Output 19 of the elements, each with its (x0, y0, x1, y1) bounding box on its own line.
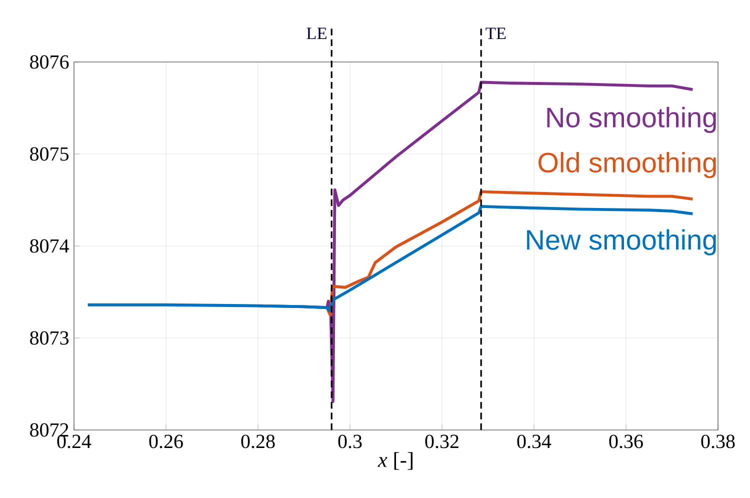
x-tick-label: 0.32 (425, 434, 458, 448)
x-tick-label: 0.24 (57, 434, 92, 448)
x-tick-label: 0.36 (609, 434, 643, 448)
ref-line-label: TE (486, 28, 506, 40)
series-label: Old smoothing (538, 152, 716, 178)
series-label: No smoothing (547, 106, 716, 134)
series-label: New smoothing (527, 229, 716, 256)
y-tick-label: 8074 (30, 239, 69, 253)
y-tick-label: 8076 (30, 55, 69, 69)
x-tick-label: 0.28 (241, 434, 275, 448)
ref-line-label: LE (306, 28, 326, 40)
y-tick-label: 8075 (30, 147, 69, 161)
x-tick-label: 0.3 (338, 434, 362, 448)
x-axis-title: x [-] (378, 452, 412, 470)
y-tick-label: 8072 (30, 423, 68, 437)
y-tick-label: 8073 (30, 331, 69, 345)
x-tick-label: 0.38 (701, 434, 735, 448)
x-tick-label: 0.26 (149, 434, 183, 448)
x-tick-label: 0.34 (517, 434, 552, 448)
